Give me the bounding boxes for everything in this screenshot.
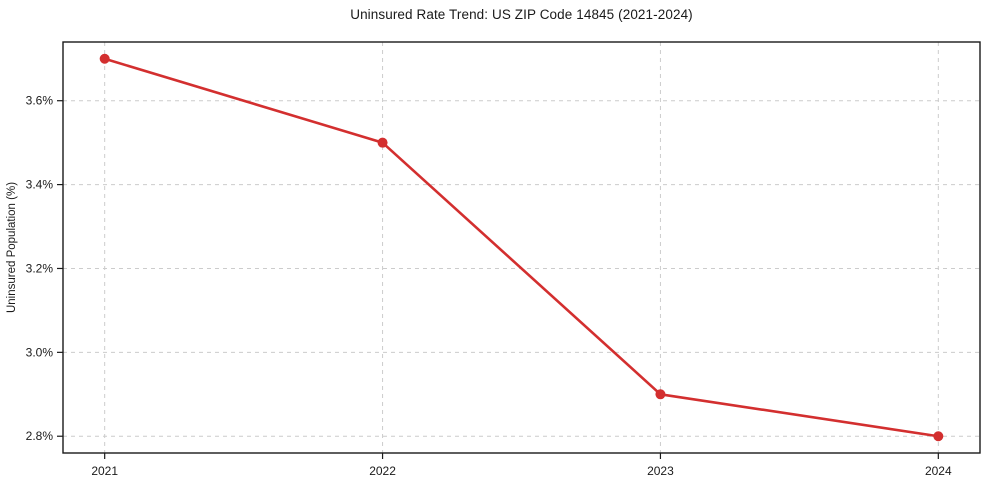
data-point [99,53,110,64]
y-tick-label: 2.8% [26,429,54,443]
x-tick-label: 2024 [925,464,952,478]
data-point [933,431,944,442]
y-tick-label: 3.6% [26,94,54,108]
data-point [377,137,388,148]
data-point [655,389,666,400]
x-tick-label: 2021 [91,464,118,478]
y-tick-label: 3.4% [26,178,54,192]
y-tick-label: 3.2% [26,261,54,275]
plot-border [62,41,981,454]
x-tick-label: 2022 [369,464,396,478]
trend-line [103,57,940,438]
x-tick-label: 2023 [647,464,674,478]
y-axis-title: Uninsured Population (%) [6,182,18,313]
chart-title: Uninsured Rate Trend: US ZIP Code 14845 … [350,7,693,22]
y-tick-label: 3.0% [26,345,54,359]
